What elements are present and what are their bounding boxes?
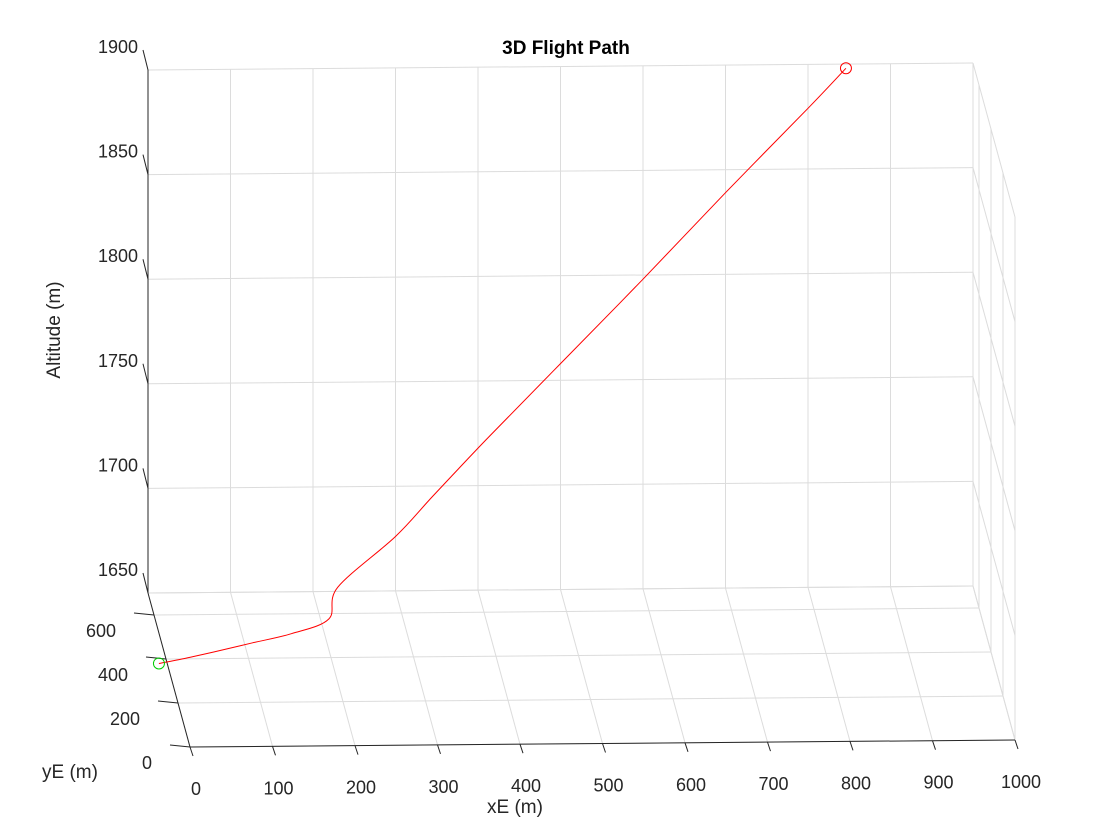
backwall-gridline-z [147, 376, 974, 385]
end-marker [839, 62, 852, 75]
y-tick-mark [145, 656, 167, 660]
y-tick-label: 600 [86, 621, 116, 641]
z-tick-mark [142, 468, 149, 489]
flight-path-line [158, 67, 847, 664]
z-tick-mark [142, 363, 149, 384]
x-tick-mark [189, 746, 194, 757]
x-tick-mark [437, 744, 441, 755]
y-tick-mark [157, 700, 179, 704]
x-tick-label: 0 [191, 779, 201, 799]
sidewall-gridline-z [972, 585, 1016, 741]
x-tick-label: 100 [263, 778, 293, 798]
x-tick-label: 400 [511, 776, 541, 796]
y-tick-label: 400 [98, 665, 128, 685]
chart-title: 3D Flight Path [502, 38, 630, 59]
x-tick-mark [932, 740, 936, 750]
axes-layer [147, 70, 1016, 748]
x-tick-label: 1000 [1001, 772, 1041, 792]
x-tick-label: 900 [923, 773, 953, 793]
y-axis-label: yE (m) [42, 762, 98, 783]
tick-layer: 0 100 200 300 400 500 600 700 800 900 1000 0 200 400 6… [86, 37, 1041, 799]
x-tick-mark [519, 744, 524, 754]
y-axis-line [147, 592, 191, 748]
x-tick-mark [849, 741, 854, 751]
x-tick-mark [1014, 739, 1019, 750]
sidewall-gridline-z [972, 167, 1016, 322]
floor-gridline-x [395, 590, 438, 746]
x-tick-mark [354, 745, 359, 755]
z-tick-label: 1700 [98, 455, 138, 475]
x-tick-label: 800 [841, 773, 871, 793]
z-tick-mark [142, 572, 149, 594]
sidewall-gridline-z [972, 62, 1016, 218]
floor-gridline-y [165, 651, 992, 660]
floor-gridline-y [153, 607, 980, 616]
z-tick-mark [142, 49, 149, 71]
z-tick-label: 1800 [98, 246, 138, 266]
floor-gridline-x [725, 587, 768, 743]
floor-gridline-x [890, 586, 933, 741]
z-tick-label: 1850 [98, 142, 138, 162]
z-tick-label: 1900 [98, 37, 138, 57]
floor-gridline-x [642, 588, 686, 743]
backwall-gridline-z [147, 62, 974, 71]
sidewall-gridline-z [972, 481, 1016, 636]
z-tick-mark [142, 154, 149, 175]
y-tick-mark [169, 744, 191, 748]
backwall-gridline-z [147, 271, 974, 280]
floor-gridline-y [177, 695, 1004, 704]
x-tick-mark [272, 746, 276, 756]
x-tick-label: 700 [758, 774, 788, 794]
x-axis-label: xE (m) [487, 797, 543, 818]
floor-gridline-x [230, 592, 273, 747]
z-tick-label: 1650 [98, 560, 138, 580]
backwall-gridline-z [147, 585, 974, 594]
x-tick-mark [767, 741, 771, 752]
floor-gridline-x [477, 590, 521, 745]
x-tick-mark [602, 743, 606, 753]
y-tick-label: 0 [142, 753, 152, 773]
z-axis-label: Altitude (m) [44, 281, 65, 378]
y-tick-mark [133, 612, 155, 616]
y-tick-label: 200 [110, 709, 140, 729]
sidewall-gridline-z [972, 272, 1016, 427]
sidewall-gridline-z [972, 376, 1016, 531]
z-tick-label: 1750 [98, 351, 138, 371]
start-marker [152, 657, 165, 670]
x-tick-label: 500 [593, 776, 623, 796]
floor-gridline-x [807, 587, 851, 742]
backwall-gridline-z [147, 480, 974, 489]
floor-gridline-x [560, 589, 603, 744]
x-tick-label: 200 [346, 778, 376, 798]
x-tick-label: 600 [676, 775, 706, 795]
x-tick-mark [684, 742, 689, 752]
grid-layer [147, 62, 1016, 748]
z-tick-mark [142, 259, 149, 280]
data-layer [152, 62, 852, 670]
backwall-gridline-z [147, 167, 974, 176]
x-tick-label: 300 [428, 777, 458, 797]
floor-gridline-x [312, 591, 356, 746]
